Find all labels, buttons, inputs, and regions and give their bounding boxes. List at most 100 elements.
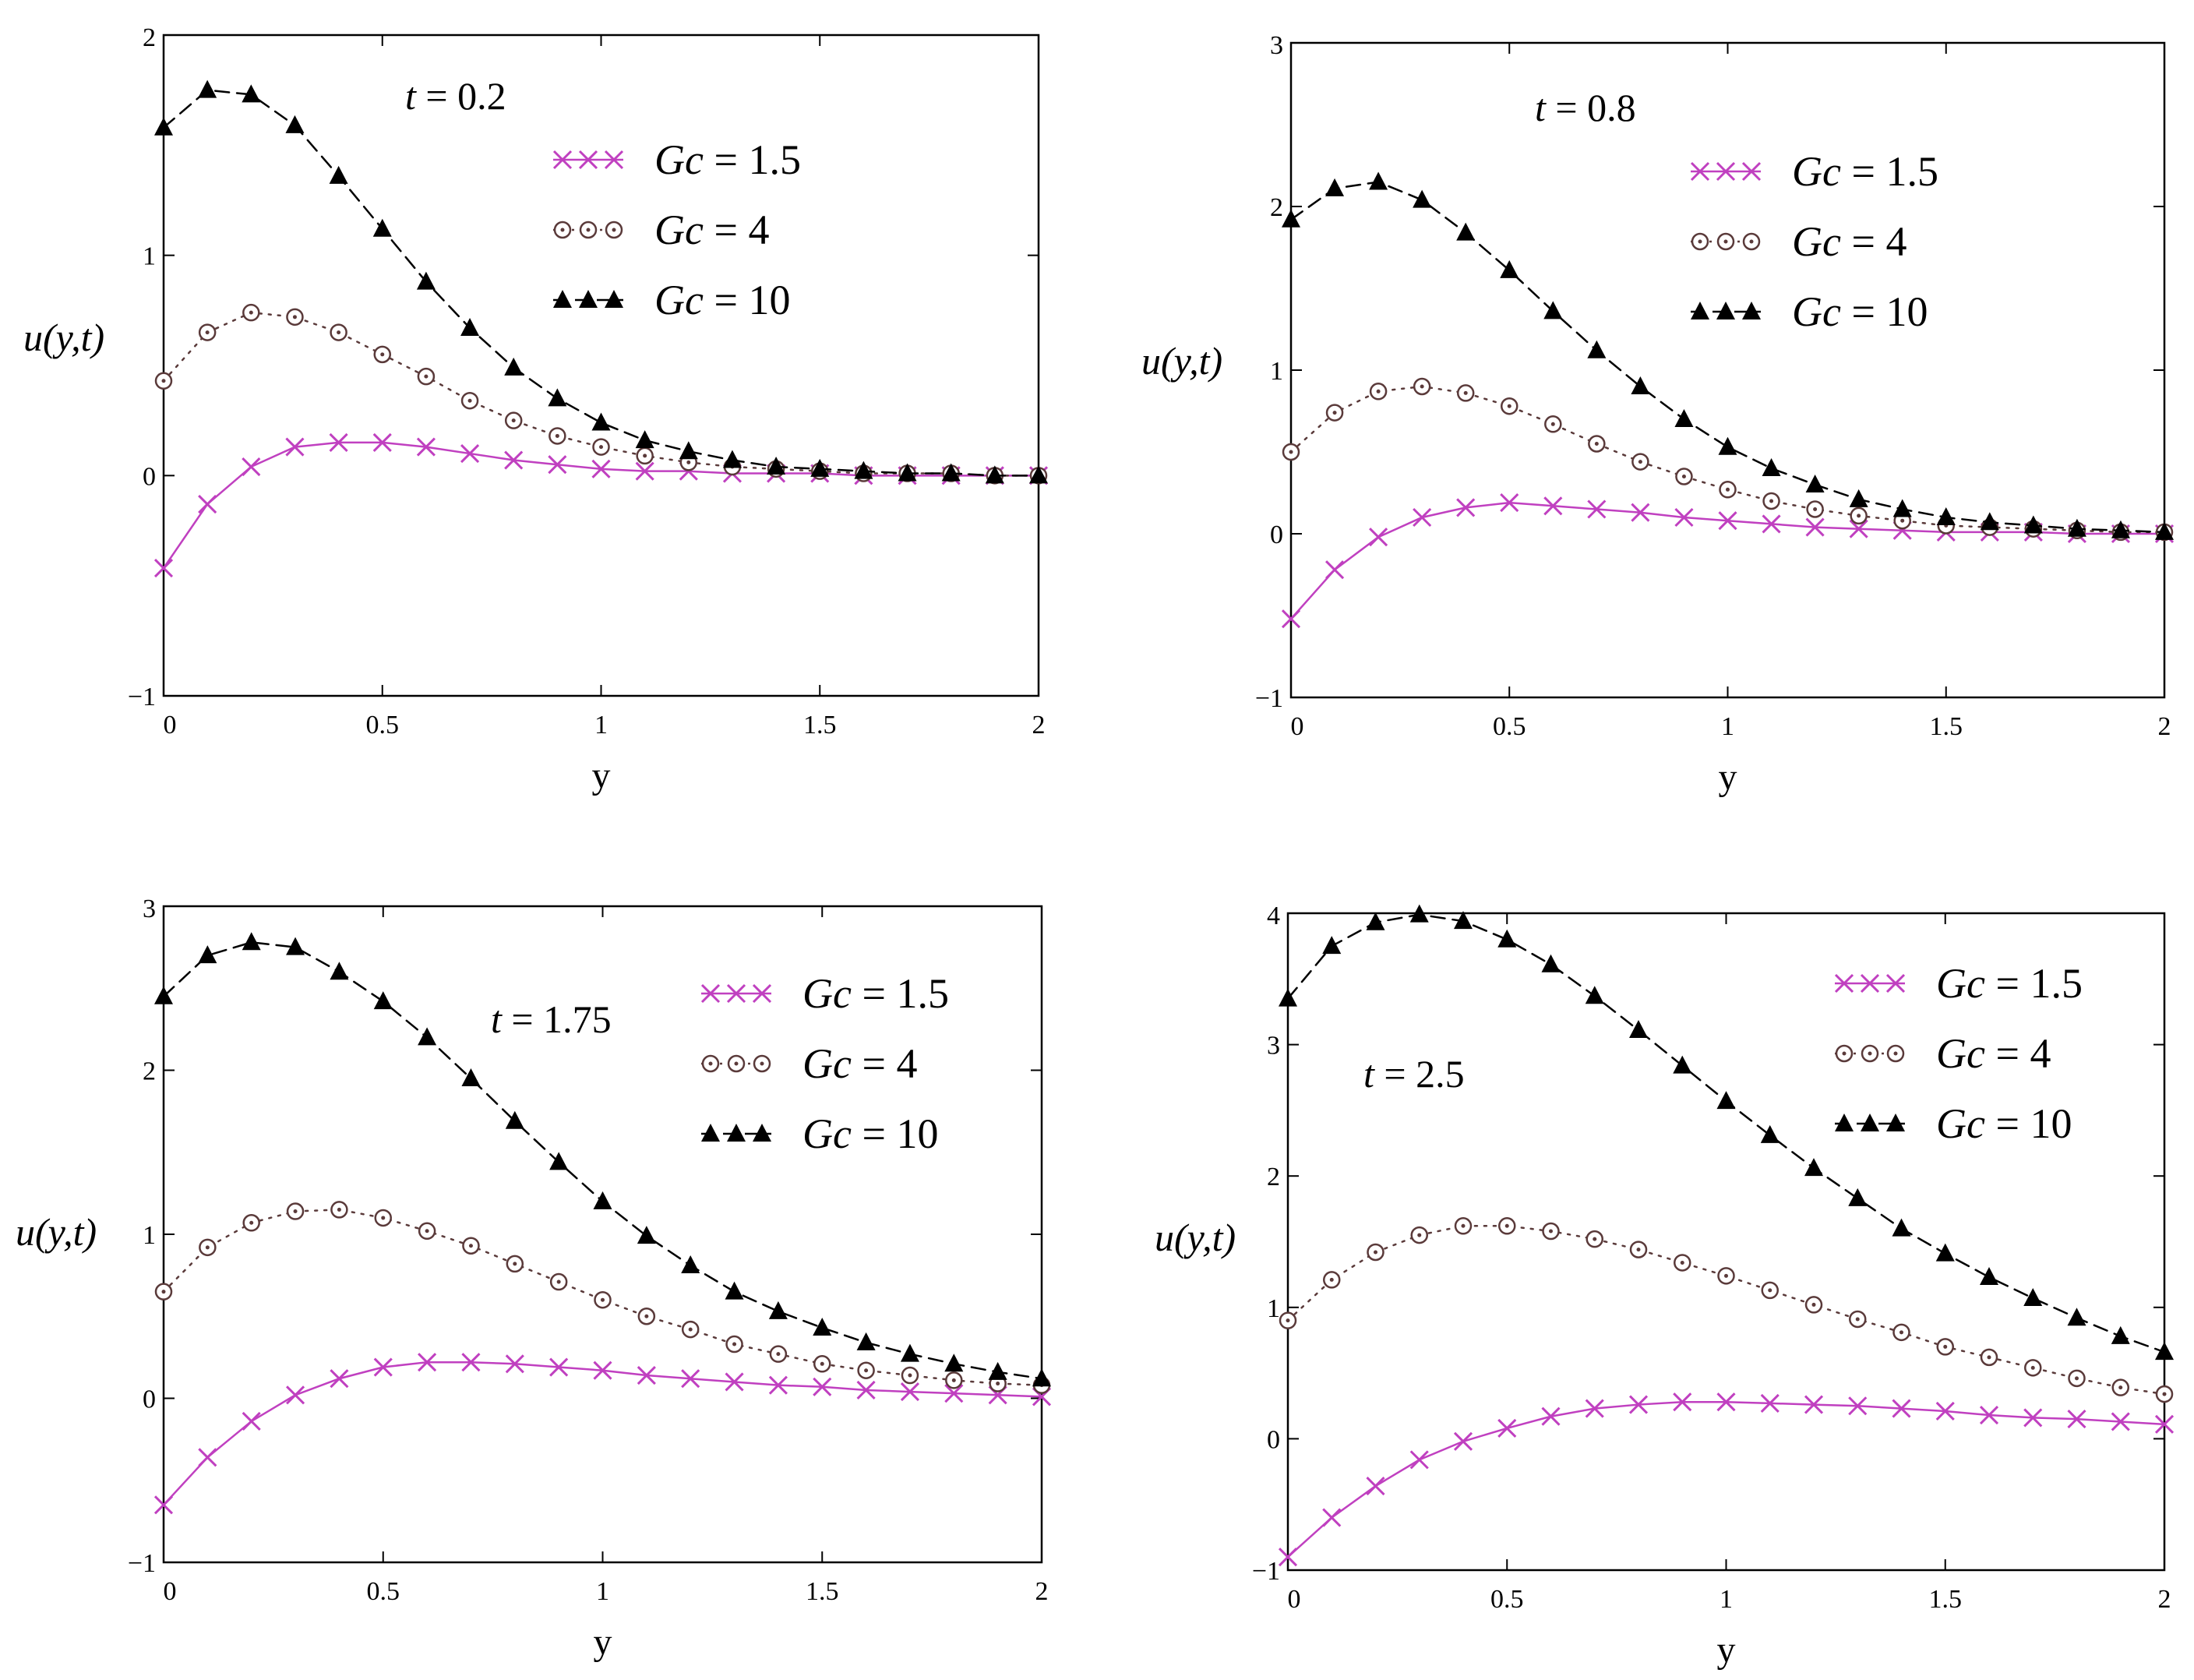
data-point — [2023, 1408, 2043, 1428]
data-point — [637, 1365, 656, 1385]
data-point — [1500, 259, 1519, 278]
series-gc-10 — [1279, 904, 2174, 1361]
y-tick-label: −1 — [1255, 684, 1283, 713]
data-point — [898, 463, 917, 482]
legend-marker — [1741, 161, 1762, 182]
data-point — [1541, 1406, 1561, 1426]
data-point — [461, 1353, 481, 1372]
data-point — [1367, 1243, 1384, 1262]
data-point — [1628, 1395, 1649, 1414]
legend-marker — [700, 983, 721, 1004]
data-point — [1631, 376, 1650, 394]
legend-label: Gc = 4 — [654, 206, 769, 253]
legend-marker — [727, 1054, 746, 1073]
data-point — [1674, 409, 1694, 427]
plot-frame — [1289, 41, 2166, 699]
legend-marker — [1886, 1044, 1905, 1063]
legend-label: Gc = 10 — [654, 277, 790, 323]
time-annotation: t = 2.5 — [1363, 1052, 1465, 1096]
data-point — [1325, 404, 1344, 422]
data-point — [549, 1357, 569, 1377]
legend-marker — [579, 221, 598, 239]
data-point — [1892, 1218, 1911, 1237]
data-point — [504, 450, 524, 470]
data-point — [635, 461, 654, 481]
legend: Gc = 1.5 Gc = 4 Gc = 10 — [552, 136, 801, 323]
data-point — [1369, 528, 1388, 547]
data-point — [2023, 1287, 2043, 1306]
y-tick-label: 0 — [1267, 1425, 1280, 1454]
legend-marker — [1861, 1114, 1879, 1131]
x-tick-label: 1 — [1720, 1585, 1733, 1614]
series-line — [1289, 385, 2166, 534]
data-point — [418, 1027, 437, 1046]
data-point — [329, 165, 348, 184]
data-point — [1325, 560, 1345, 580]
legend-marker — [701, 1124, 720, 1142]
legend-label: Gc = 10 — [1936, 1100, 2072, 1147]
data-point — [460, 391, 479, 410]
data-point — [372, 218, 392, 237]
data-point — [1675, 468, 1693, 485]
series-gc-1-5 — [1278, 1392, 2175, 1567]
data-point — [1716, 1091, 1736, 1110]
series-gc-1-5 — [153, 1353, 1052, 1515]
data-point — [635, 430, 654, 449]
series-line — [1289, 181, 2166, 534]
data-point — [637, 1308, 656, 1325]
series-line — [1286, 1225, 2166, 1396]
data-point — [679, 441, 698, 460]
y-axis-label: u(y,t) — [23, 316, 104, 359]
y-tick-label: −1 — [128, 683, 156, 711]
data-point — [461, 1068, 481, 1087]
legend-entry: Gc = 1.5 — [1690, 148, 1938, 195]
legend-entry: Gc = 4 — [553, 206, 769, 253]
data-point — [1456, 222, 1476, 241]
data-point — [462, 1237, 480, 1255]
legend-marker — [579, 290, 598, 308]
data-point — [769, 1345, 788, 1363]
series-gc-10 — [1282, 171, 2174, 540]
legend-entry: Gc = 4 — [1691, 218, 1907, 265]
data-point — [592, 438, 610, 456]
data-point — [985, 465, 1004, 484]
data-point — [1631, 453, 1649, 471]
data-point — [154, 372, 173, 390]
data-point — [286, 308, 304, 326]
data-point — [1848, 1396, 1868, 1416]
data-point — [857, 1361, 875, 1379]
data-point — [1278, 1548, 1298, 1567]
data-point — [1718, 436, 1737, 455]
data-point — [1980, 1348, 1998, 1367]
y-tick-label: 1 — [1270, 357, 1283, 386]
legend-marker — [605, 290, 623, 308]
data-point — [198, 495, 217, 514]
data-point — [1029, 465, 1048, 484]
legend-marker — [753, 1124, 771, 1142]
y-tick-label: −1 — [128, 1549, 156, 1578]
data-point — [1454, 911, 1473, 930]
data-point — [1805, 517, 1825, 537]
x-tick-label: 0.5 — [1493, 712, 1526, 741]
legend-label: Gc = 4 — [1936, 1030, 2051, 1077]
data-point — [1279, 1311, 1297, 1329]
data-point — [286, 937, 305, 955]
data-point — [1585, 986, 1604, 1004]
data-point — [1587, 340, 1607, 358]
data-point — [1413, 189, 1432, 208]
legend-marker — [1716, 161, 1736, 182]
data-point — [242, 1214, 260, 1232]
data-point — [198, 945, 217, 964]
data-point — [329, 432, 348, 452]
data-point — [330, 1369, 349, 1389]
data-point — [1674, 1254, 1691, 1272]
y-axis-label: u(y,t) — [1141, 339, 1222, 383]
y-tick-label: 2 — [143, 1057, 156, 1086]
legend-marker — [604, 150, 624, 170]
data-point — [1804, 1296, 1823, 1314]
legend-entry: Gc = 4 — [1835, 1030, 2051, 1077]
data-point — [1629, 1020, 1648, 1039]
legend-marker — [1742, 302, 1761, 319]
data-point — [504, 411, 523, 429]
